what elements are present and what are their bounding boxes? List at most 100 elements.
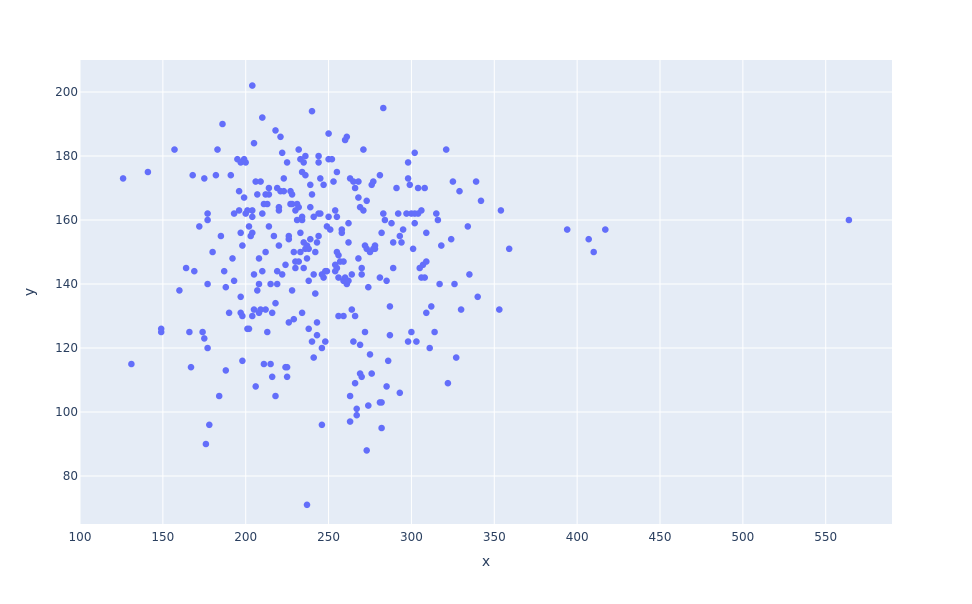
data-point[interactable]: [290, 315, 298, 323]
data-point[interactable]: [350, 338, 357, 345]
data-point[interactable]: [308, 191, 316, 198]
data-point[interactable]: [436, 280, 443, 288]
data-point[interactable]: [428, 303, 435, 310]
data-point[interactable]: [302, 152, 309, 160]
data-point[interactable]: [315, 152, 322, 160]
data-point[interactable]: [204, 280, 211, 288]
data-point[interactable]: [426, 344, 434, 352]
data-point[interactable]: [325, 213, 332, 221]
data-point[interactable]: [315, 159, 322, 166]
data-point[interactable]: [275, 203, 283, 211]
data-point[interactable]: [237, 293, 244, 301]
data-point[interactable]: [388, 219, 395, 227]
data-point[interactable]: [376, 274, 384, 281]
data-point[interactable]: [346, 418, 354, 425]
data-point[interactable]: [189, 171, 196, 179]
data-point[interactable]: [421, 274, 429, 281]
data-point[interactable]: [408, 328, 415, 336]
data-point[interactable]: [262, 306, 269, 313]
data-point[interactable]: [368, 370, 376, 377]
data-point[interactable]: [335, 251, 342, 259]
data-point[interactable]: [845, 216, 853, 224]
data-point[interactable]: [253, 287, 261, 294]
data-point[interactable]: [345, 239, 352, 246]
data-point[interactable]: [288, 191, 296, 198]
data-point[interactable]: [378, 399, 385, 406]
data-point[interactable]: [230, 210, 238, 217]
data-point[interactable]: [245, 223, 253, 230]
data-point[interactable]: [310, 354, 318, 361]
data-point[interactable]: [144, 168, 152, 176]
data-point[interactable]: [376, 171, 384, 179]
data-point[interactable]: [242, 159, 249, 166]
data-point[interactable]: [244, 207, 251, 214]
data-point[interactable]: [272, 127, 279, 134]
data-point[interactable]: [293, 216, 301, 224]
data-point[interactable]: [262, 248, 269, 256]
data-point[interactable]: [230, 277, 238, 285]
data-point[interactable]: [330, 178, 337, 185]
data-point[interactable]: [431, 328, 438, 336]
data-point[interactable]: [275, 242, 283, 249]
data-point[interactable]: [389, 264, 397, 272]
data-point[interactable]: [414, 184, 422, 192]
data-point[interactable]: [186, 328, 193, 336]
data-point[interactable]: [239, 242, 246, 249]
data-point[interactable]: [280, 187, 288, 195]
data-point[interactable]: [340, 258, 347, 265]
data-point[interactable]: [307, 235, 314, 243]
data-point[interactable]: [257, 178, 264, 185]
data-point[interactable]: [323, 267, 331, 275]
data-point[interactable]: [383, 277, 390, 285]
data-point[interactable]: [366, 351, 374, 358]
data-point[interactable]: [602, 226, 609, 233]
data-point[interactable]: [264, 200, 271, 208]
data-point[interactable]: [259, 114, 266, 121]
data-point[interactable]: [157, 328, 165, 336]
data-point[interactable]: [307, 181, 314, 189]
data-point[interactable]: [383, 383, 390, 390]
data-point[interactable]: [335, 274, 342, 281]
data-point[interactable]: [212, 171, 220, 179]
data-point[interactable]: [496, 306, 503, 313]
data-point[interactable]: [355, 255, 362, 262]
data-point[interactable]: [418, 207, 425, 214]
data-point[interactable]: [253, 191, 261, 198]
data-point[interactable]: [340, 312, 347, 320]
data-point[interactable]: [308, 107, 316, 115]
data-point[interactable]: [283, 363, 291, 371]
data-point[interactable]: [239, 312, 246, 320]
data-point[interactable]: [252, 383, 259, 390]
data-point[interactable]: [333, 264, 341, 272]
data-point[interactable]: [222, 283, 230, 291]
data-point[interactable]: [250, 139, 258, 147]
data-point[interactable]: [413, 338, 420, 345]
data-point[interactable]: [358, 264, 366, 272]
data-point[interactable]: [393, 184, 400, 192]
data-point[interactable]: [235, 207, 243, 214]
data-point[interactable]: [356, 341, 364, 349]
data-point[interactable]: [317, 175, 324, 182]
data-point[interactable]: [298, 309, 306, 317]
data-point[interactable]: [191, 267, 198, 275]
data-point[interactable]: [295, 203, 303, 211]
data-point[interactable]: [333, 213, 341, 221]
data-point[interactable]: [305, 325, 313, 333]
data-point[interactable]: [345, 277, 352, 285]
data-point[interactable]: [199, 328, 206, 336]
data-point[interactable]: [378, 229, 385, 237]
data-point[interactable]: [371, 245, 379, 253]
data-point[interactable]: [249, 213, 256, 221]
data-point[interactable]: [264, 328, 271, 336]
data-point[interactable]: [380, 210, 387, 217]
data-point[interactable]: [288, 200, 296, 208]
data-point[interactable]: [288, 287, 296, 294]
data-point[interactable]: [477, 197, 485, 205]
data-point[interactable]: [196, 223, 203, 230]
data-point[interactable]: [343, 133, 351, 141]
data-point[interactable]: [278, 149, 286, 157]
data-point[interactable]: [239, 357, 246, 365]
data-point[interactable]: [305, 277, 313, 285]
data-point[interactable]: [333, 168, 341, 176]
data-point[interactable]: [360, 207, 367, 214]
